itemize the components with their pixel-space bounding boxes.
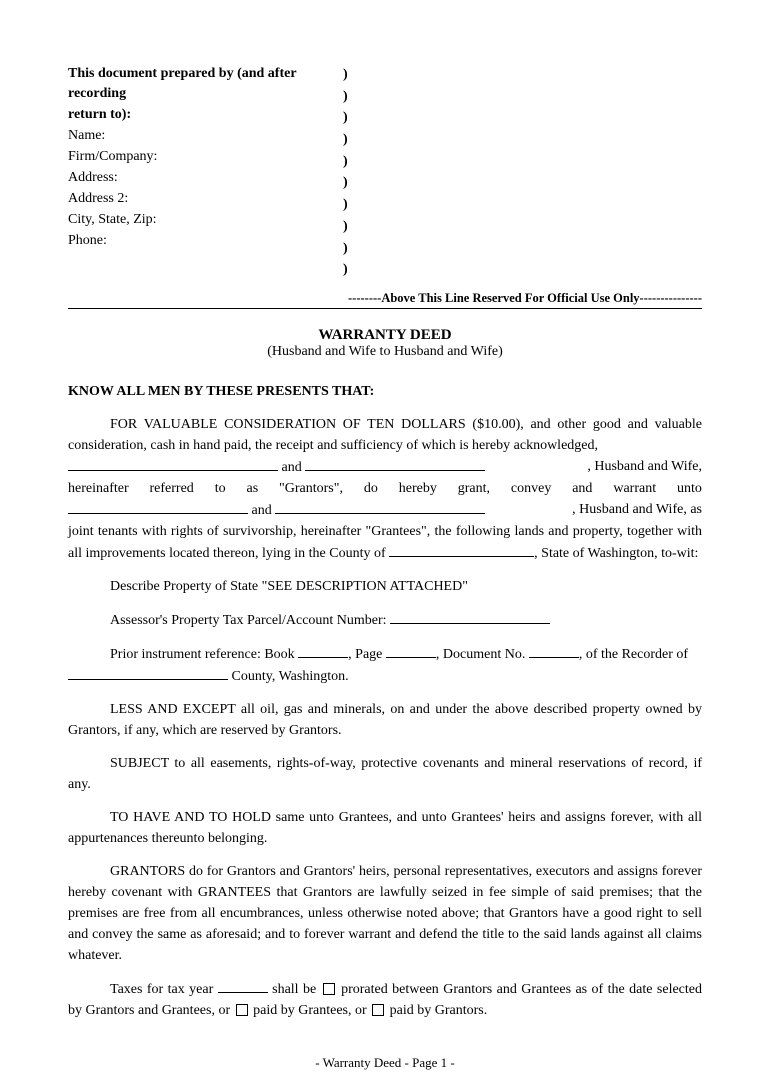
- grantors-covenant-para: GRANTORS do for Grantors and Grantors' h…: [68, 861, 702, 966]
- taxes-para: Taxes for tax year shall be prorated bet…: [68, 978, 702, 1021]
- para-text: , Husband and Wife,: [587, 456, 702, 478]
- checkbox-paid-grantors[interactable]: [372, 1004, 384, 1016]
- w: warrant: [613, 478, 656, 499]
- w: to: [215, 478, 226, 499]
- paren: ): [343, 107, 363, 129]
- paren: ): [343, 238, 363, 260]
- less-except-para: LESS AND EXCEPT all oil, gas and mineral…: [68, 699, 702, 741]
- preparer-field: City, State, Zip:: [68, 209, 343, 230]
- preparer-block: This document prepared by (and after rec…: [68, 64, 702, 281]
- blank-grantor1[interactable]: [68, 456, 278, 471]
- dashes-left: --------: [348, 291, 381, 305]
- taxes-text: paid by Grantees, or: [250, 1003, 371, 1018]
- preparer-heading-2: return to):: [68, 105, 343, 125]
- document-subtitle: (Husband and Wife to Husband and Wife): [68, 344, 702, 360]
- preparer-field: Address 2:: [68, 188, 343, 209]
- w: unto: [677, 478, 702, 499]
- para-text: and: [278, 460, 305, 475]
- checkbox-paid-grantees[interactable]: [236, 1004, 248, 1016]
- w: "Grantors",: [279, 478, 343, 499]
- blank-recorder-county[interactable]: [68, 665, 228, 680]
- document-page: This document prepared by (and after rec…: [0, 0, 770, 1091]
- blank-grantor2[interactable]: [305, 456, 485, 471]
- w: hereinafter: [68, 478, 129, 499]
- prior-text: County, Washington.: [228, 669, 349, 684]
- blank-book[interactable]: [298, 643, 348, 658]
- paren: ): [343, 129, 363, 151]
- paren: ): [343, 64, 363, 86]
- assessor-line: Assessor's Property Tax Parcel/Account N…: [110, 609, 702, 631]
- document-title: WARRANTY DEED: [68, 327, 702, 344]
- hold-para: TO HAVE AND TO HOLD same unto Grantees, …: [68, 807, 702, 849]
- w: convey: [511, 478, 551, 499]
- describe-property: Describe Property of State "SEE DESCRIPT…: [110, 576, 702, 597]
- w: as: [246, 478, 258, 499]
- prior-text: , Page: [348, 647, 386, 662]
- blank-docno[interactable]: [529, 643, 579, 658]
- para-text: FOR VALUABLE CONSIDERATION OF TEN DOLLAR…: [68, 417, 702, 453]
- blank-tax-year[interactable]: [218, 978, 268, 993]
- prior-instrument: Prior instrument reference: Book , Page …: [110, 643, 702, 687]
- preparer-info: This document prepared by (and after rec…: [68, 64, 343, 281]
- blank-grantee1[interactable]: [68, 499, 248, 514]
- para-text: , State of Washington, to-wit:: [534, 546, 698, 561]
- blank-grantee2[interactable]: [275, 499, 485, 514]
- prior-text: , Document No.: [436, 647, 529, 662]
- consideration-para: FOR VALUABLE CONSIDERATION OF TEN DOLLAR…: [68, 414, 702, 564]
- paren: ): [343, 151, 363, 173]
- paren: ): [343, 216, 363, 238]
- para-text: and: [248, 503, 275, 518]
- paren: ): [343, 86, 363, 108]
- dashes-right: ---------------: [640, 291, 702, 305]
- assessor-label: Assessor's Property Tax Parcel/Account N…: [110, 613, 390, 628]
- taxes-text: Taxes for tax year: [110, 982, 218, 997]
- w: grant,: [458, 478, 490, 499]
- paren: ): [343, 194, 363, 216]
- know-all-heading: KNOW ALL MEN BY THESE PRESENTS THAT:: [68, 384, 702, 400]
- paren: ): [343, 259, 363, 281]
- checkbox-prorated[interactable]: [323, 983, 335, 995]
- w: referred: [150, 478, 194, 499]
- blank-parcel[interactable]: [390, 609, 550, 624]
- paren-column: ) ) ) ) ) ) ) ) ) ): [343, 64, 363, 281]
- subject-para: SUBJECT to all easements, rights-of-way,…: [68, 753, 702, 795]
- para-text: , Husband and Wife, as: [572, 499, 702, 521]
- separator-line: [68, 308, 702, 309]
- taxes-text: paid by Grantors.: [386, 1003, 487, 1018]
- prior-text: , of the Recorder of: [579, 647, 688, 662]
- w: and: [572, 478, 592, 499]
- taxes-text: shall be: [268, 982, 321, 997]
- preparer-field: Firm/Company:: [68, 146, 343, 167]
- page-footer: - Warranty Deed - Page 1 -: [68, 1055, 702, 1071]
- prior-text: Prior instrument reference: Book: [110, 647, 298, 662]
- preparer-heading-1: This document prepared by (and after rec…: [68, 64, 343, 105]
- preparer-field: Address:: [68, 167, 343, 188]
- title-block: WARRANTY DEED (Husband and Wife to Husba…: [68, 327, 702, 360]
- above-line-notice: --------Above This Line Reserved For Off…: [68, 291, 702, 306]
- preparer-field: Phone:: [68, 230, 343, 251]
- paren: ): [343, 172, 363, 194]
- w: do: [364, 478, 378, 499]
- w: hereby: [399, 478, 437, 499]
- preparer-field: Name:: [68, 125, 343, 146]
- above-line-text: Above This Line Reserved For Official Us…: [381, 291, 639, 305]
- blank-page[interactable]: [386, 643, 436, 658]
- blank-county[interactable]: [389, 542, 534, 557]
